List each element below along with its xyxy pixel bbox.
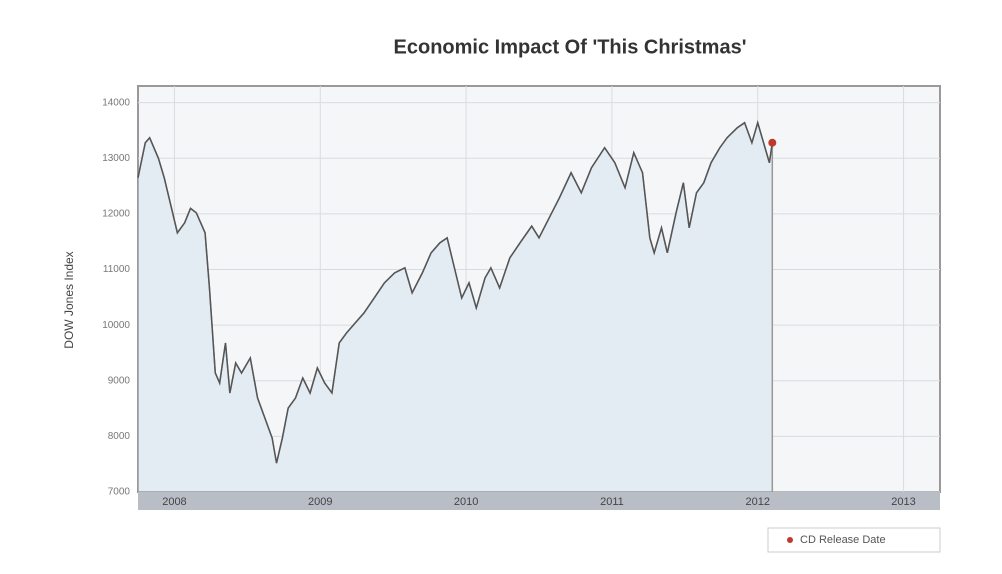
x-tick-label: 2013 (891, 496, 915, 508)
x-tick-label: 2012 (745, 496, 769, 508)
marker (768, 138, 777, 147)
x-tick-label: 2011 (600, 496, 624, 508)
legend-box (767, 527, 941, 553)
y-tick-label: 13000 (102, 153, 130, 164)
y-tick-label: 12000 (102, 209, 130, 220)
y-tick-label: 7000 (108, 487, 131, 498)
y-axis-label: DOW Jones Index (62, 251, 76, 348)
y-tick-label: 11000 (103, 264, 131, 275)
line (137, 120, 774, 464)
y-tick-label: 9000 (108, 375, 131, 386)
legend-label: CD Release Date (800, 534, 886, 546)
x-axis-band (138, 492, 940, 510)
y-tick-label: 8000 (108, 431, 131, 442)
x-tick-label: 2008 (162, 496, 186, 508)
x-tick-label: 2009 (308, 496, 332, 508)
legend-marker (787, 537, 793, 543)
y-tick-label: 14000 (102, 97, 130, 108)
chart-title: Economic Impact Of 'This Christmas' (394, 36, 747, 58)
y-tick-label: 10000 (102, 320, 130, 331)
x-tick-label: 2010 (454, 496, 478, 508)
